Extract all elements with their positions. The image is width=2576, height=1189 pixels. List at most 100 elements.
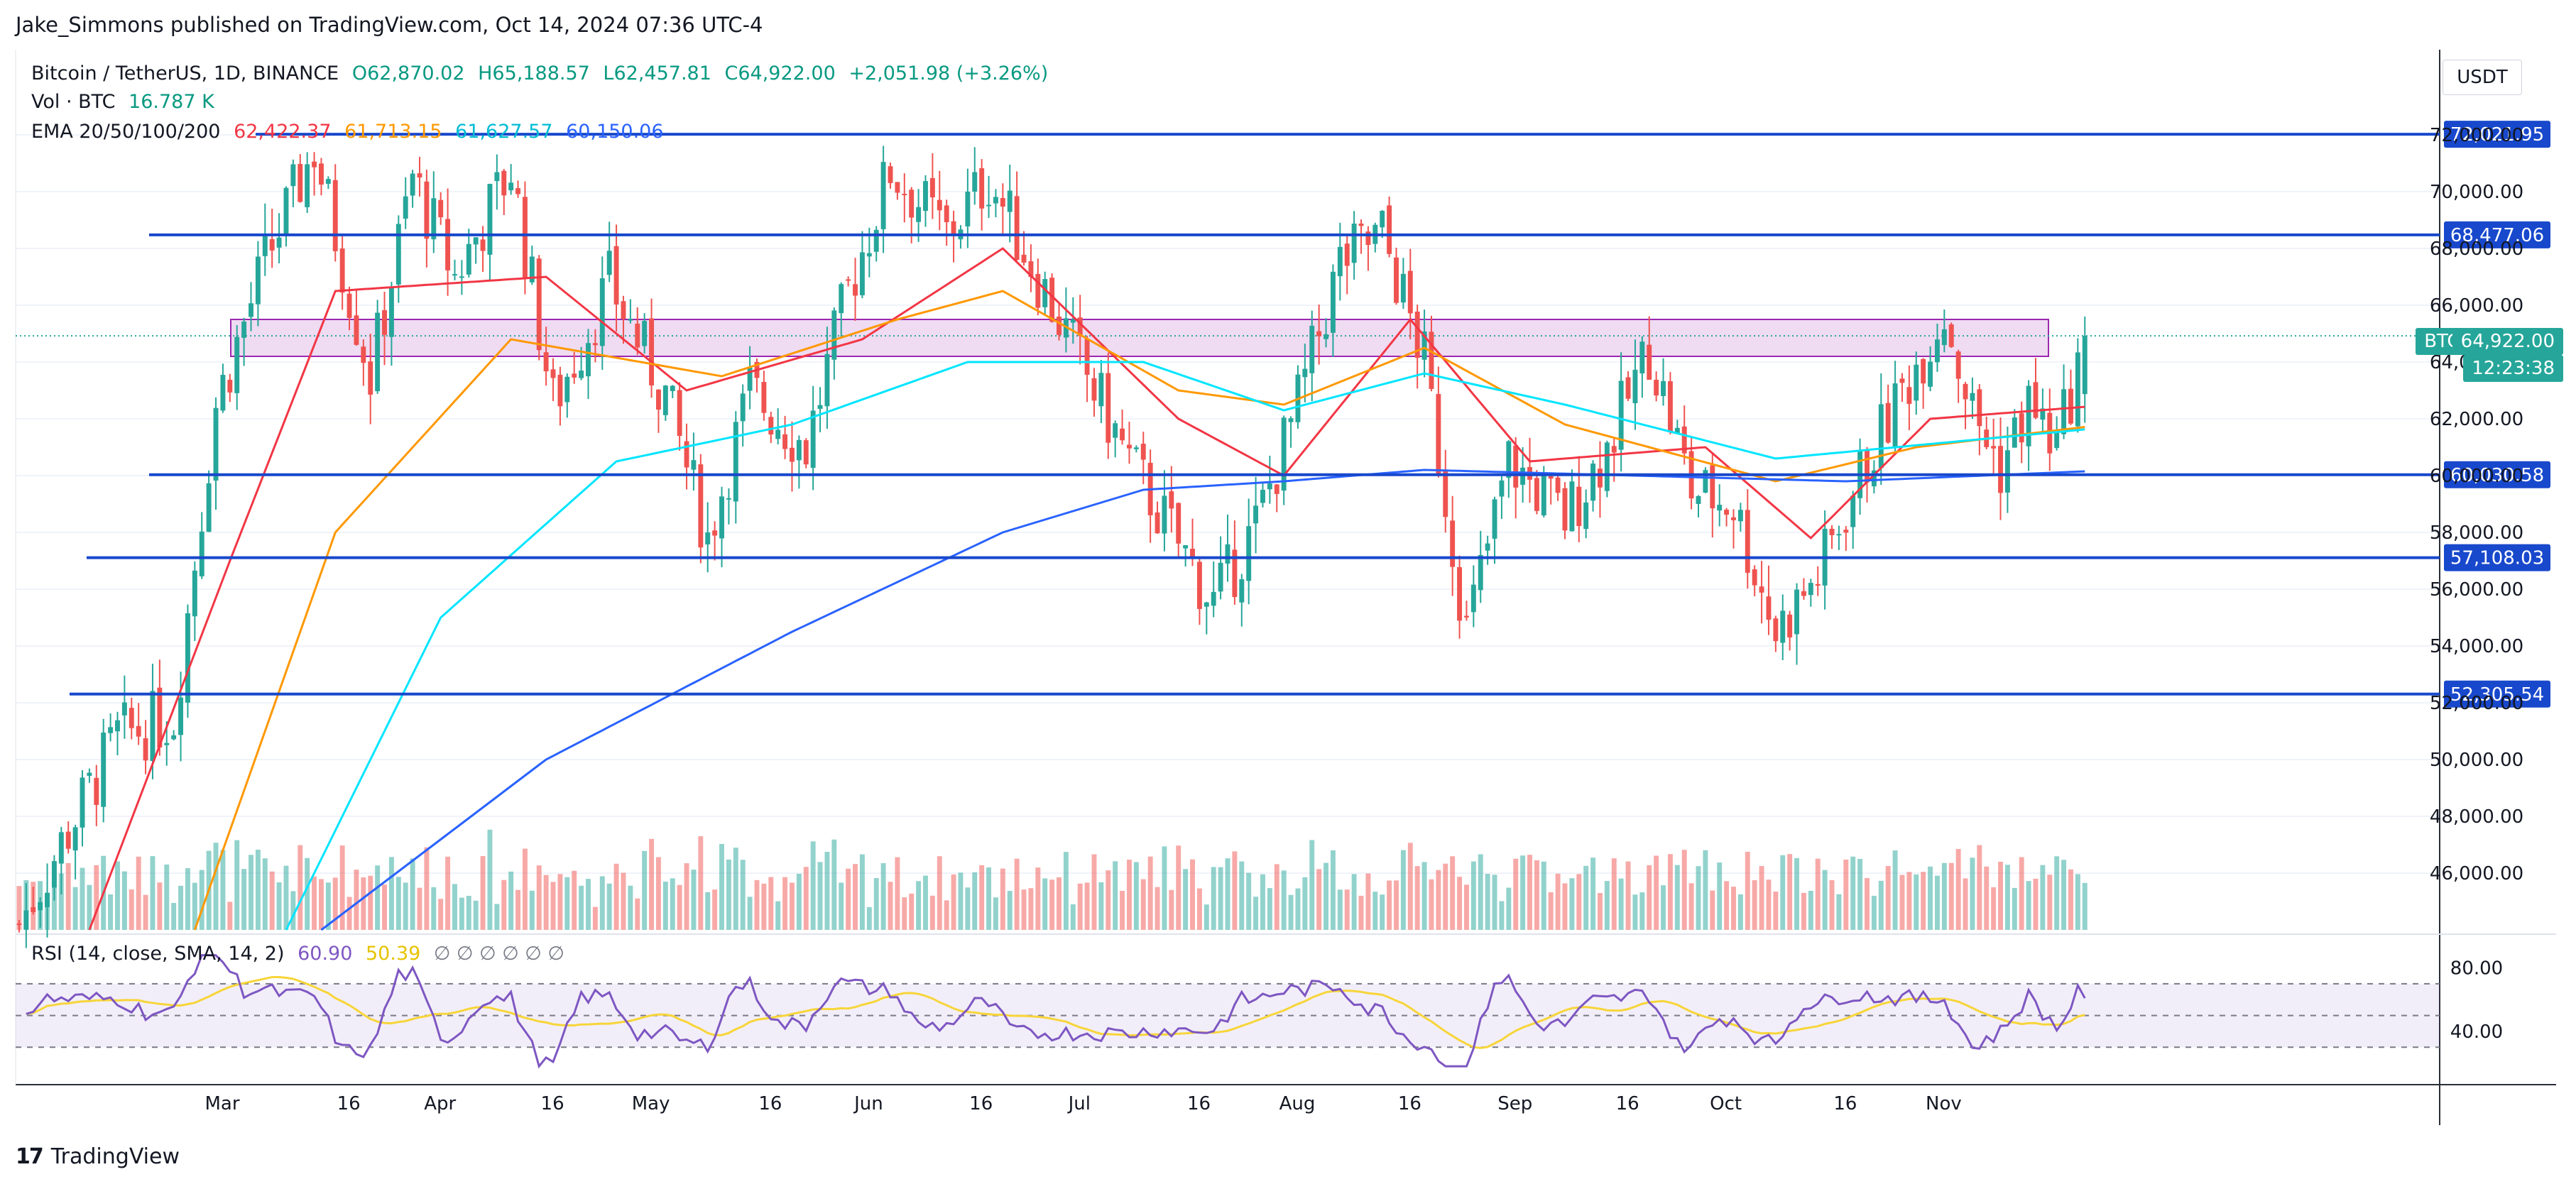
time-axis[interactable]: Mar 16 Apr 16 May 16 Jun 16 Jul 16 Aug 16 Sep 16 Oct 16…	[204, 1093, 1961, 1114]
volume-bar	[1147, 856, 1153, 930]
volume-bar	[972, 872, 978, 930]
volume-bar	[1239, 861, 1245, 930]
volume-bar	[712, 889, 718, 930]
candle-body	[1098, 373, 1104, 407]
volume-bar	[1752, 880, 1757, 930]
candle-body	[1457, 566, 1463, 621]
candle-body	[1780, 610, 1786, 643]
volume-bar	[515, 889, 521, 930]
candle-body	[550, 369, 556, 378]
candle-body	[1548, 476, 1554, 479]
volume-bar	[775, 901, 781, 930]
candle-body	[642, 321, 648, 346]
symbol-title[interactable]: Bitcoin / TetherUS, 1D, BINANCE	[31, 62, 339, 84]
volume-bar	[2047, 875, 2053, 930]
candle-body	[262, 234, 268, 256]
volume-bar	[642, 850, 648, 930]
ema-legend[interactable]: EMA 20/50/100/200 62,422.37 61,713.15 61…	[31, 121, 671, 143]
candle-body	[1478, 554, 1483, 591]
candle-body	[929, 177, 935, 198]
volume-bar	[1892, 850, 1898, 930]
volume-bar	[1520, 855, 1526, 930]
candle-body	[1731, 517, 1736, 520]
price-tick-label: 46,000.00	[2430, 863, 2523, 884]
candle-body	[2019, 413, 2024, 443]
volume-bar	[501, 880, 507, 930]
price-tick-label: 56,000.00	[2430, 579, 2523, 601]
candle-body	[1745, 510, 1750, 573]
volume-bar	[846, 868, 851, 930]
volume-bar	[1133, 862, 1139, 930]
volume-bar	[1478, 854, 1483, 930]
volume-bar	[58, 873, 64, 930]
volume-bar	[873, 878, 879, 930]
candle-body	[290, 164, 296, 187]
candle-body	[1057, 316, 1061, 335]
volume-bar	[1773, 891, 1779, 930]
volume-legend[interactable]: Vol · BTC 16.787 K	[31, 91, 222, 113]
candle-body	[1703, 470, 1708, 493]
candle-body	[1569, 481, 1575, 532]
volume-bar	[1169, 889, 1174, 930]
symbol-legend[interactable]: Bitcoin / TetherUS, 1D, BINANCE O62,870.…	[31, 62, 1055, 84]
candle-body	[136, 725, 141, 737]
volume-bar	[1921, 872, 1926, 930]
volume-bar	[164, 864, 170, 930]
candle-body	[1365, 231, 1371, 246]
currency-selector[interactable]: USDT	[2443, 60, 2522, 95]
tradingview-footer[interactable]: 17 TradingView	[16, 1144, 180, 1169]
horizontal-levels[interactable]: 72,021.95 68,477.06 60,030.58 57,108.03 52,3…	[70, 121, 2550, 708]
volume-bar	[424, 847, 430, 930]
time-tick-label: 16	[1398, 1093, 1421, 1114]
volume-bar	[1077, 883, 1083, 930]
candle-body	[1162, 495, 1167, 534]
volume-bar	[1562, 883, 1568, 930]
volume-bar	[445, 856, 451, 930]
volume-bar	[1632, 894, 1638, 930]
volume-bar	[1042, 878, 1048, 930]
volume-bar	[747, 897, 753, 930]
candle-body	[916, 207, 922, 222]
candle-body	[1590, 464, 1596, 501]
candle-body	[2033, 382, 2039, 418]
time-tick-label: Sep	[1497, 1093, 1532, 1114]
volume-bar	[312, 876, 317, 930]
volume-bar	[1140, 879, 1146, 930]
volume-bar	[171, 903, 177, 930]
rsi-value: 60.90	[298, 943, 353, 965]
candle-body	[459, 276, 464, 278]
volume-bar	[115, 861, 120, 930]
candle-body	[1885, 402, 1891, 443]
volume-bar	[691, 870, 697, 930]
volume-bar	[354, 870, 359, 930]
volume-bar	[1703, 850, 1708, 930]
volume-bar	[199, 870, 204, 930]
candle-body	[1169, 491, 1174, 509]
volume-bar	[1639, 892, 1645, 930]
level-label-bg	[2444, 221, 2550, 248]
candle-body	[1014, 196, 1020, 261]
candle-body	[213, 407, 219, 481]
candle-body	[1120, 428, 1125, 441]
volume-bar	[684, 863, 689, 930]
price-axis[interactable]: 46,000.00 48,000.00 50,000.00 52,000.00 54,0…	[2430, 125, 2523, 884]
volume-bar	[606, 883, 612, 930]
rsi-legend[interactable]: RSI (14, close, SMA, 14, 2) 60.90 50.39 …	[31, 943, 572, 965]
volume-bar	[87, 884, 92, 930]
candle-body	[1260, 490, 1265, 503]
candle-body	[1380, 210, 1385, 228]
volume-bar	[1450, 856, 1456, 930]
volume-bar	[572, 870, 577, 930]
candle-body	[803, 440, 809, 465]
volume-bar	[782, 877, 788, 930]
volume-bar	[2033, 878, 2039, 930]
volume-bar	[1288, 894, 1294, 930]
candle-body	[487, 184, 493, 255]
volume-bar	[937, 856, 942, 930]
volume-bar	[839, 882, 844, 930]
candle-body	[143, 738, 148, 761]
volume-bar	[1049, 880, 1055, 930]
volume-bar	[403, 882, 408, 930]
time-tick-label: Mar	[204, 1093, 239, 1114]
